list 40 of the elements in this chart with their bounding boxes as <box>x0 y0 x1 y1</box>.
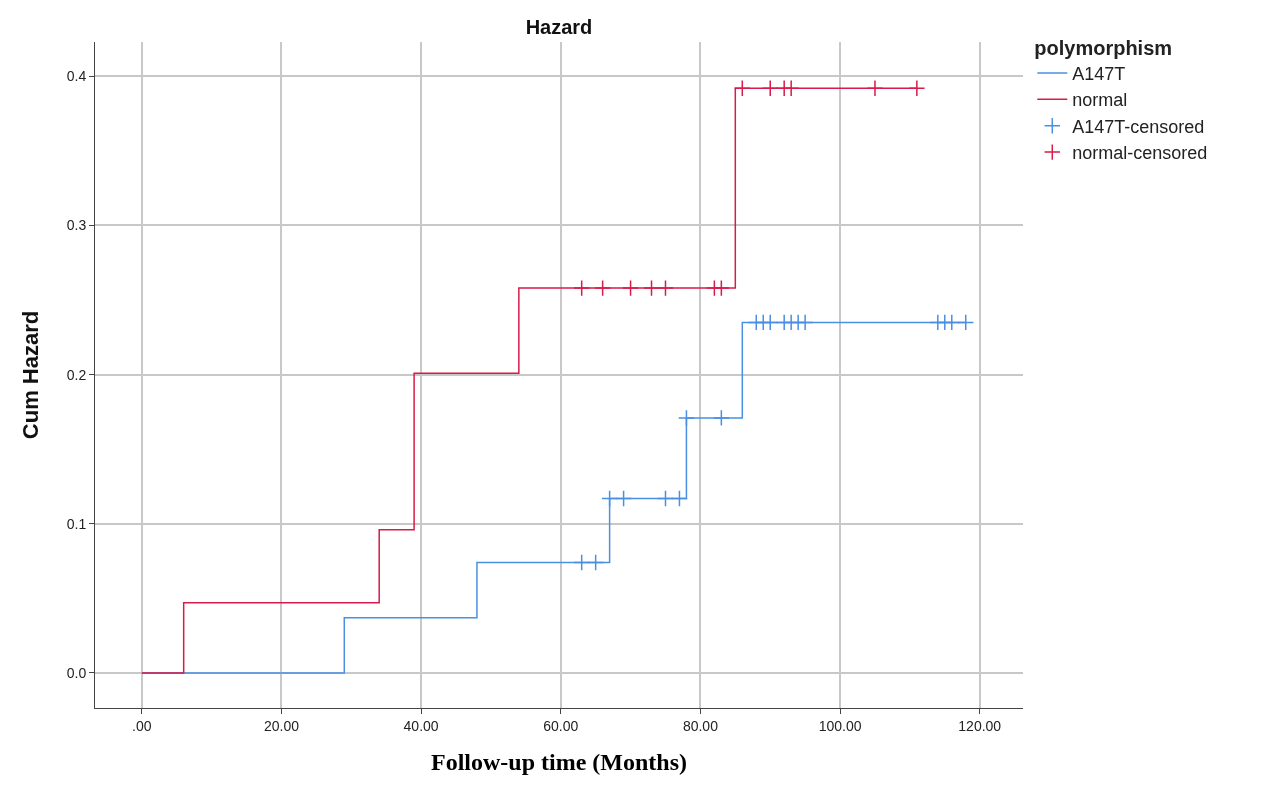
point <box>957 313 975 331</box>
point <box>615 489 633 507</box>
legend-label: normal <box>1072 90 1128 111</box>
x-tick-label: .00 <box>132 717 152 734</box>
x-axis-title: Follow-up time (Months) <box>431 749 687 776</box>
legend-title: polymorphism <box>1034 36 1173 59</box>
point <box>657 489 674 507</box>
x-tick-label: 80.00 <box>682 717 719 734</box>
point <box>601 489 619 507</box>
y-tick-label: 0.0 <box>66 664 87 681</box>
point <box>671 489 688 507</box>
legend-label: normal-censored <box>1072 143 1208 164</box>
chart-title: Hazard <box>525 15 593 38</box>
y-axis-title: Cum Hazard <box>17 310 43 440</box>
point <box>573 279 591 297</box>
point <box>573 554 591 572</box>
x-tick-label: 60.00 <box>543 717 579 734</box>
y-tick-label: 0.4 <box>66 68 87 85</box>
y-tick-label: 0.3 <box>66 217 87 234</box>
legend-label: A147T <box>1072 63 1126 84</box>
point <box>782 79 800 97</box>
legend-label: A147T-censored <box>1072 116 1205 137</box>
x-tick-label: 40.00 <box>403 717 439 734</box>
point <box>594 279 612 297</box>
point <box>943 313 961 331</box>
x-tick-label: 100.00 <box>818 717 862 734</box>
point <box>908 79 926 97</box>
point <box>587 554 605 572</box>
x-tick-label: 20.00 <box>263 717 300 734</box>
y-tick-label: 0.2 <box>66 366 87 383</box>
point <box>733 79 751 97</box>
x-tick-label: 120.00 <box>958 717 1002 734</box>
point <box>712 409 730 427</box>
point <box>866 79 884 97</box>
point <box>657 279 674 297</box>
point <box>677 409 695 427</box>
point <box>643 279 660 297</box>
y-tick-label: 0.1 <box>66 515 87 532</box>
point <box>622 279 640 297</box>
point <box>761 79 779 97</box>
